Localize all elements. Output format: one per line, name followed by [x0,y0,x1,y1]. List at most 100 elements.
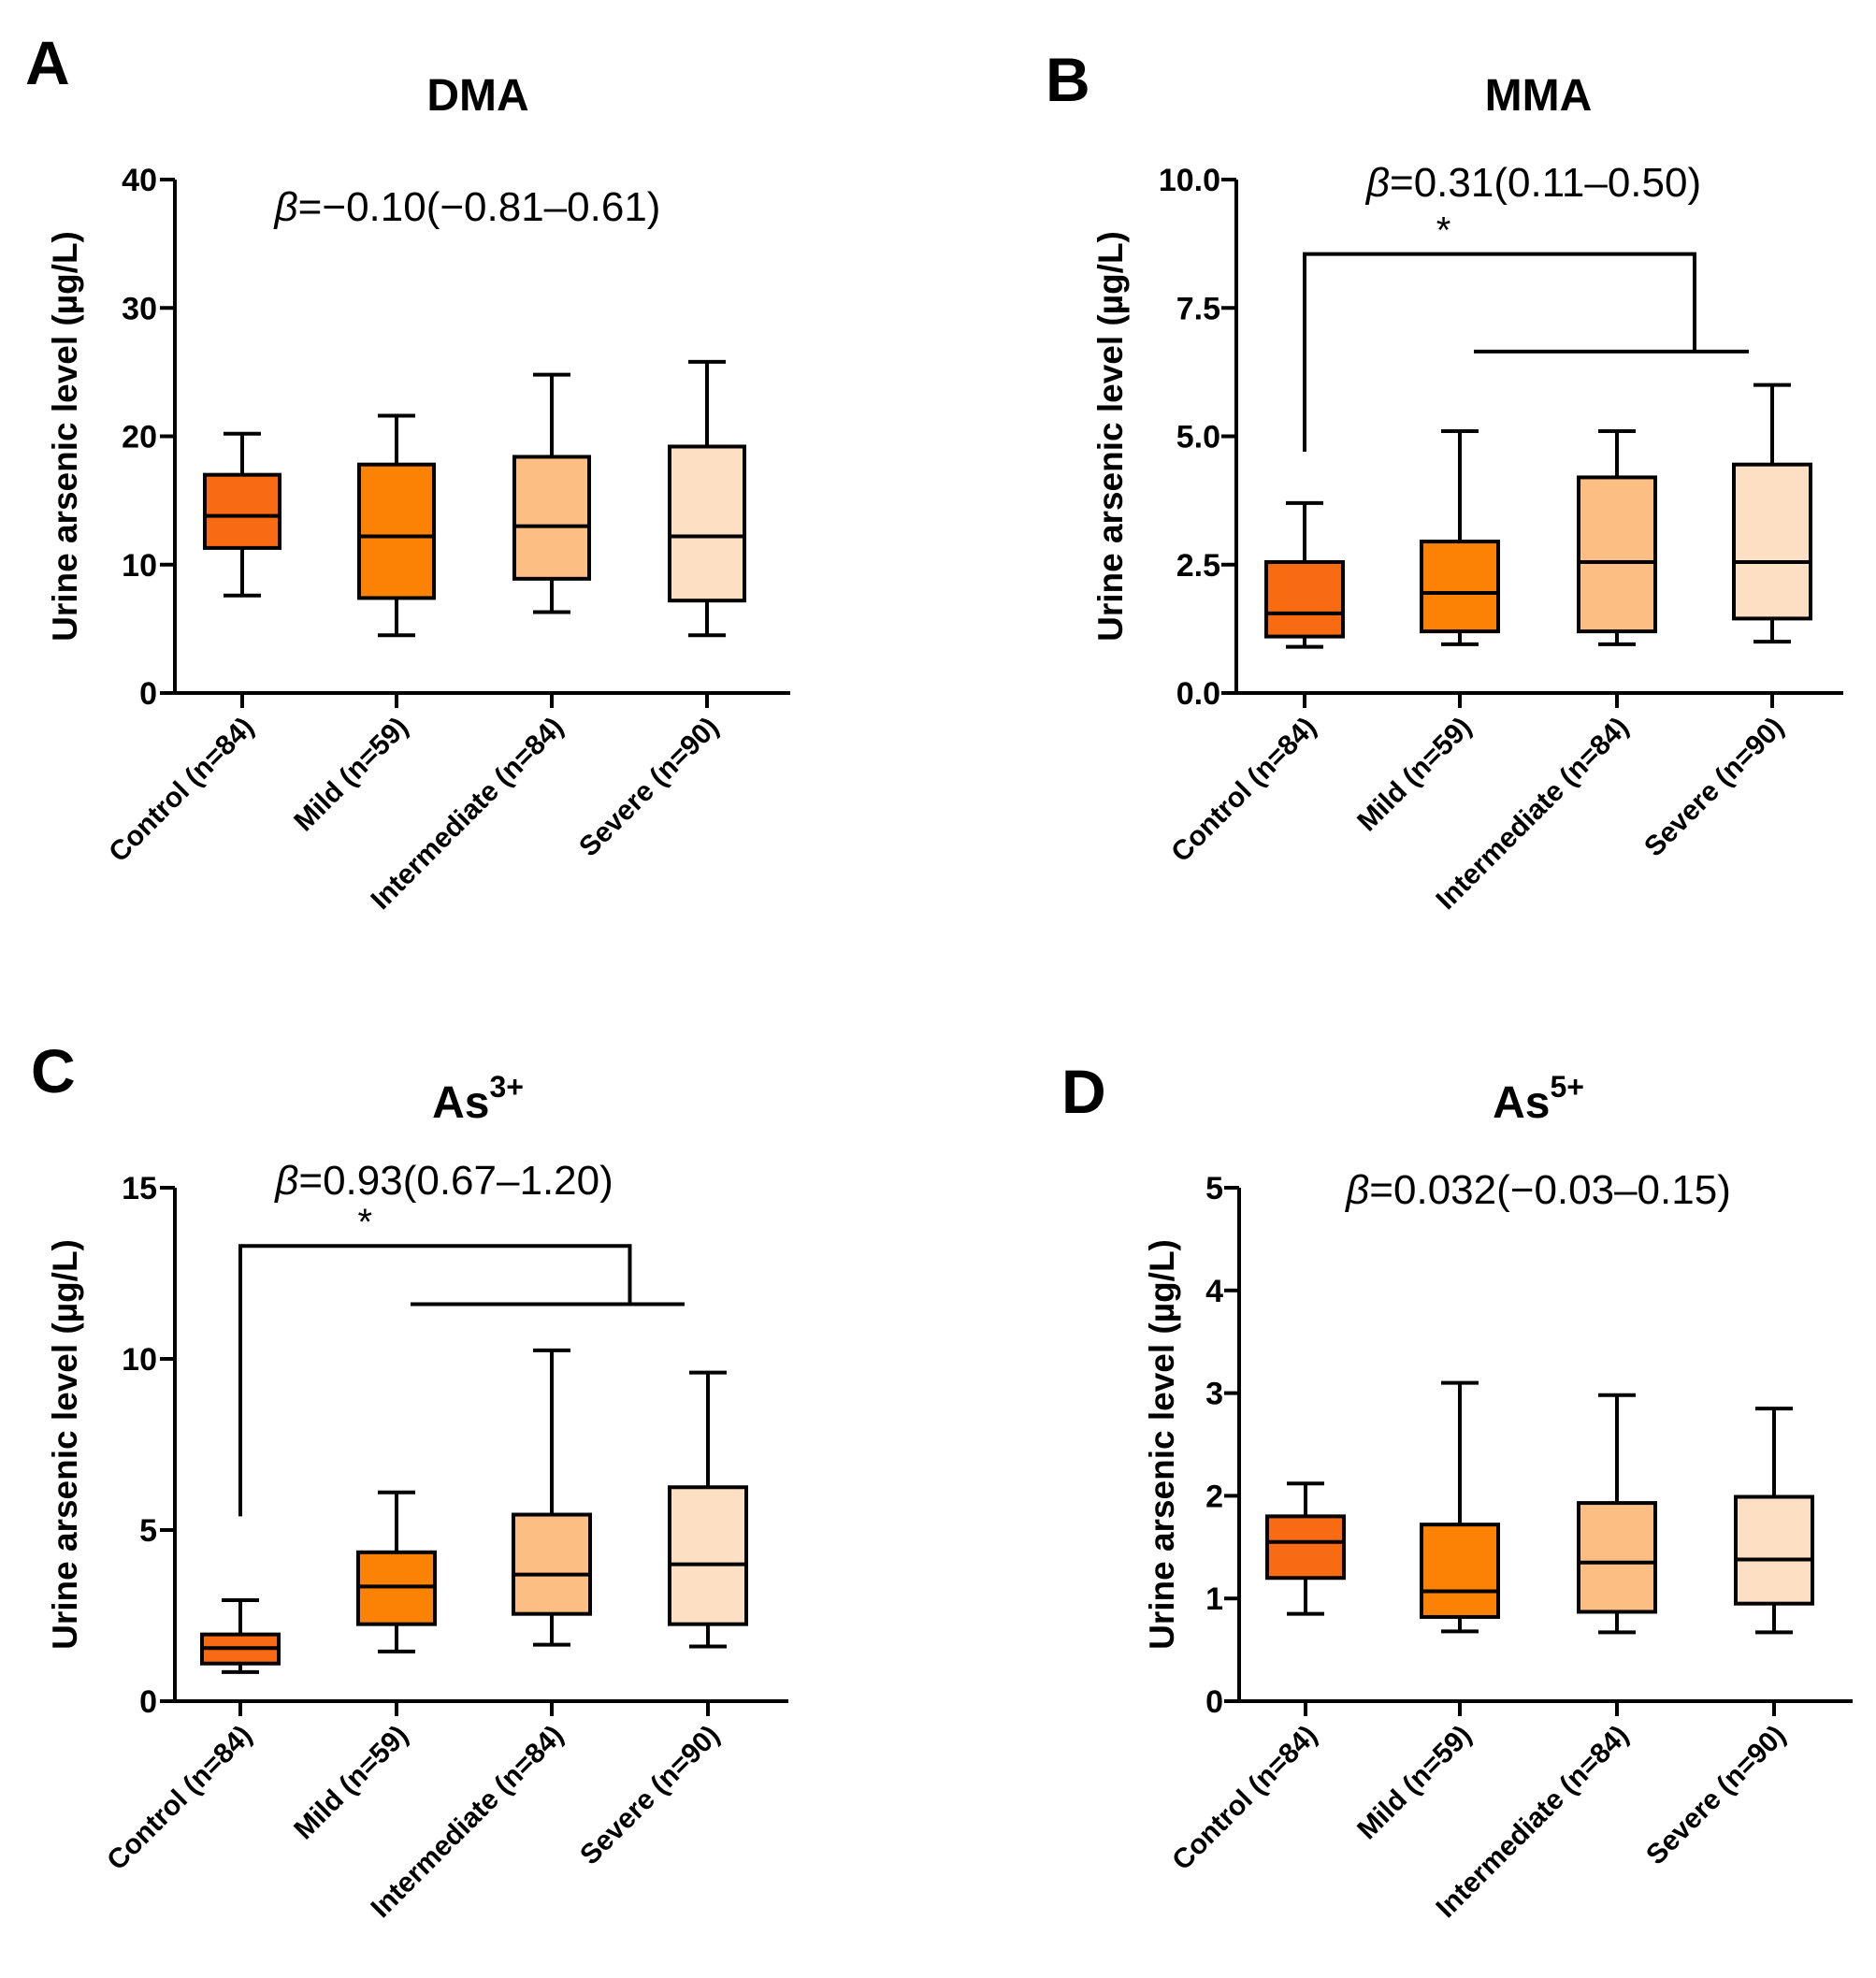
box-body [1264,560,1345,639]
y-tick-label: 2 [1205,1479,1223,1514]
beta-symbol: β [1364,160,1390,206]
category-label: Mild (n=59) [288,712,414,838]
panel-title-text: As [432,1078,489,1128]
y-tick-label: 5 [139,1513,157,1549]
y-tick-label: 0 [139,676,157,712]
box-2 [1420,429,1500,646]
box-body [512,1512,592,1616]
panel-letter: C [31,1036,76,1105]
y-tick-label: 10 [122,1342,157,1378]
panel-letter: A [25,28,70,97]
significance-star: * [1436,210,1451,252]
panel-c: C As3+ β=0.93(0.67–1.20) Urine arsenic leve… [31,1036,788,1924]
significance-bracket: * [238,1202,685,1517]
box-2 [1420,1380,1500,1634]
y-tick-label: 10.0 [1159,163,1220,198]
box-body [1577,475,1657,634]
panel-title: DMA [426,71,528,121]
box-body [512,455,591,581]
panel-letter: D [1061,1057,1106,1126]
panel-letter: B [1046,45,1090,114]
panel-title-superscript: 5+ [1550,1070,1583,1104]
beta-symbol: β [273,184,298,230]
category-label: Mild (n=59) [1351,1720,1478,1846]
panel-title-text: DMA [426,71,528,121]
box-3 [1577,1393,1657,1635]
category-label: Mild (n=59) [1351,712,1478,838]
panel-a: A DMA β=−0.10(−0.81–0.61) Urine arsenic lev… [25,28,790,916]
box-body [357,462,436,600]
beta-value: =−0.10(−0.81–0.61) [298,184,661,230]
panel-title-text: MMA [1485,71,1593,121]
beta-annotation: β=0.032(−0.03–0.15) [1344,1167,1731,1213]
y-tick-label: 40 [122,163,157,198]
beta-annotation: β=0.31(0.11–0.50) [1364,160,1701,206]
box-body [1265,1514,1346,1581]
beta-value: =0.93(0.67–1.20) [298,1158,613,1204]
y-tick-label: 15 [122,1171,157,1206]
box-4 [1732,383,1812,644]
panel-title-text: As [1493,1078,1550,1128]
box-1 [1264,500,1345,649]
beta-value: =0.31(0.11–0.50) [1390,160,1701,206]
box-body [1577,1501,1657,1614]
category-label: Control (n=84) [101,1720,258,1877]
significance-star: * [357,1202,372,1243]
panel-title: As5+ [1493,1070,1584,1128]
category-label: Control (n=84) [103,712,260,869]
beta-annotation: β=−0.10(−0.81–0.61) [273,184,661,230]
significance-bracket: * [1303,210,1749,452]
category-label: Mild (n=59) [288,1720,414,1846]
box-body [203,472,281,550]
y-axis-label: Urine arsenic level (µg/L) [46,231,84,642]
y-tick-label: 10 [122,548,157,584]
panel-title: As3+ [432,1070,524,1128]
box-3 [512,1348,592,1647]
y-tick-label: 30 [122,291,157,326]
category-label: Severe (n=90) [1640,1720,1792,1871]
y-tick-label: 5.0 [1176,420,1220,455]
box-2 [357,413,436,638]
box-4 [668,359,746,638]
y-tick-label: 0 [139,1684,157,1720]
box-2 [356,1490,437,1653]
bracket-line [238,1244,632,1517]
box-body [1420,1523,1500,1619]
y-tick-label: 5 [1205,1171,1223,1206]
box-1 [200,1598,281,1674]
beta-value: =0.032(−0.03–0.15) [1369,1167,1731,1213]
y-tick-label: 4 [1205,1274,1223,1309]
box-1 [1265,1481,1346,1616]
y-tick-label: 0.0 [1176,676,1220,712]
box-body [1420,540,1500,634]
beta-annotation: β=0.93(0.67–1.20) [273,1158,613,1204]
category-label: Severe (n=90) [1638,712,1790,863]
box-4 [668,1370,748,1649]
box-1 [203,431,281,598]
panel-d: D As5+ β=0.032(−0.03–0.15) Urine arsenic le… [1061,1057,1853,1924]
y-tick-label: 7.5 [1176,291,1220,326]
panel-title: MMA [1485,71,1593,121]
box-3 [1577,429,1657,646]
bracket-line [1303,252,1696,452]
box-body [668,1485,748,1626]
y-tick-label: 1 [1205,1581,1223,1617]
beta-symbol: β [1344,1167,1369,1213]
y-axis-label: Urine arsenic level (µg/L) [1091,231,1130,642]
box-body [1732,462,1812,621]
category-label: Control (n=84) [1166,1720,1323,1877]
box-body [1734,1494,1814,1606]
y-tick-label: 2.5 [1176,548,1220,584]
category-label: Severe (n=90) [574,1720,726,1871]
y-tick-label: 3 [1205,1377,1223,1412]
y-tick-label: 20 [122,420,157,455]
panel-title-superscript: 3+ [489,1070,523,1104]
beta-symbol: β [273,1158,298,1204]
category-label: Severe (n=90) [573,712,725,863]
box-4 [1734,1407,1814,1635]
y-axis-label: Urine arsenic level (µg/L) [1143,1239,1181,1650]
y-axis-label: Urine arsenic level (µg/L) [46,1239,84,1650]
panel-b: B MMA β=0.31(0.11–0.50) Urine arsenic level… [1046,45,1843,916]
category-label: Control (n=84) [1165,712,1322,869]
